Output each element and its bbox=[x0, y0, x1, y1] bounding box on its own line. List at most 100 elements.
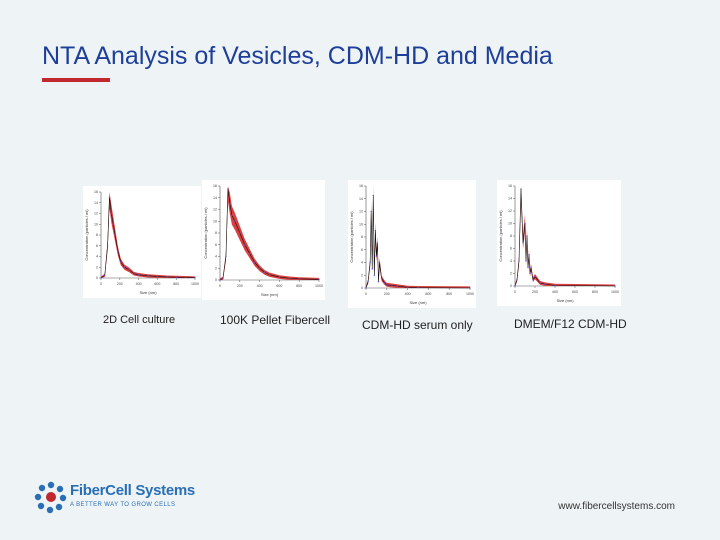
x-tick-label: 200 bbox=[532, 290, 538, 294]
x-tick-label: 800 bbox=[592, 290, 598, 294]
x-tick-label: 400 bbox=[136, 282, 142, 286]
company-logo: FiberCell Systems A BETTER WAY TO GROW C… bbox=[34, 480, 224, 520]
data-point bbox=[194, 277, 196, 279]
y-tick-label: 2 bbox=[510, 272, 512, 276]
data-point bbox=[518, 260, 520, 262]
y-tick-label: 0 bbox=[215, 278, 217, 282]
data-point bbox=[376, 242, 379, 245]
data-point bbox=[184, 276, 187, 279]
data-point bbox=[374, 229, 377, 232]
data-point bbox=[128, 269, 130, 271]
y-tick-label: 10 bbox=[359, 222, 363, 226]
data-point bbox=[373, 274, 376, 276]
x-tick-label: 800 bbox=[173, 282, 179, 286]
data-point bbox=[278, 276, 281, 278]
y-tick-label: 14 bbox=[508, 197, 512, 201]
x-tick-label: 400 bbox=[405, 292, 411, 296]
x-axis-label: Size (nm) bbox=[556, 298, 574, 303]
footer-url: www.fibercellsystems.com bbox=[558, 501, 675, 512]
series-line bbox=[365, 195, 471, 289]
data-point bbox=[469, 287, 471, 289]
y-tick-label: 14 bbox=[359, 197, 363, 201]
y-tick-label: 14 bbox=[213, 196, 217, 200]
data-point bbox=[298, 278, 300, 280]
x-axis-label: Size (nm) bbox=[139, 290, 157, 295]
y-axis-label: Concentration (particles / ml) bbox=[349, 211, 354, 263]
x-tick-label: 200 bbox=[384, 292, 390, 296]
data-point bbox=[225, 255, 227, 258]
x-axis-label: Size (nm) bbox=[261, 292, 279, 297]
y-tick-label: 12 bbox=[508, 209, 512, 213]
data-point bbox=[544, 283, 546, 285]
data-point bbox=[268, 274, 271, 276]
x-tick-label: 400 bbox=[257, 284, 263, 288]
y-tick-label: 6 bbox=[215, 243, 217, 247]
y-tick-label: 2 bbox=[361, 273, 363, 277]
data-point bbox=[263, 271, 266, 274]
y-tick-label: 4 bbox=[361, 261, 363, 265]
y-tick-label: 12 bbox=[213, 208, 217, 212]
title-underline bbox=[42, 78, 110, 82]
data-point bbox=[417, 286, 419, 289]
y-axis-label: Concentration (particles / ml) bbox=[498, 210, 503, 262]
chart-2: 0 200 400 600 800 1000 0 2 4 6 8 10 12 14 16 Size (nm) C… bbox=[203, 184, 323, 297]
y-tick-label: 2 bbox=[215, 266, 217, 270]
series-line bbox=[514, 189, 616, 287]
y-tick-label: 8 bbox=[215, 231, 217, 235]
data-point bbox=[514, 285, 516, 287]
data-point bbox=[526, 235, 528, 237]
y-tick-label: 12 bbox=[94, 212, 98, 216]
data-point bbox=[370, 210, 372, 213]
data-point bbox=[554, 284, 556, 287]
logo-name: FiberCell Systems bbox=[70, 482, 195, 499]
data-point bbox=[529, 272, 531, 275]
data-point bbox=[369, 261, 371, 264]
y-axis-label: Concentration (particles / ml) bbox=[84, 209, 89, 261]
y-tick-label: 16 bbox=[508, 184, 512, 188]
x-axis-label: Size (nm) bbox=[409, 300, 427, 305]
chart-4: 0 200 400 600 800 1000 0 2 4 6 8 10 12 14 16 Size (nm) C… bbox=[498, 184, 619, 303]
x-tick-label: 200 bbox=[237, 284, 243, 288]
x-tick-label: 1000 bbox=[466, 292, 474, 296]
data-point bbox=[377, 280, 380, 283]
data-point bbox=[391, 284, 393, 287]
series-error-band bbox=[101, 192, 195, 278]
data-point bbox=[539, 282, 541, 284]
data-point bbox=[219, 279, 221, 281]
data-point bbox=[166, 276, 168, 278]
data-point bbox=[117, 250, 119, 252]
series-error-band bbox=[220, 186, 319, 280]
data-point bbox=[528, 254, 530, 256]
data-point bbox=[525, 260, 527, 262]
series-line bbox=[219, 188, 320, 281]
chart-caption-4: DMEM/F12 CDM-HD bbox=[514, 317, 627, 331]
data-point bbox=[520, 188, 522, 190]
logo-tagline: A BETTER WAY TO GROW CELLS bbox=[70, 502, 176, 508]
data-point bbox=[614, 285, 616, 287]
data-point bbox=[524, 222, 526, 225]
data-point bbox=[367, 280, 369, 283]
data-point bbox=[527, 266, 529, 268]
x-tick-label: 200 bbox=[117, 282, 123, 286]
data-point bbox=[249, 252, 251, 255]
chart-caption-2: 100K Pellet Fibercell bbox=[220, 313, 331, 327]
data-point bbox=[120, 261, 122, 263]
y-tick-label: 0 bbox=[361, 286, 363, 290]
data-point bbox=[365, 287, 367, 289]
data-point bbox=[244, 244, 246, 246]
x-tick-label: 1000 bbox=[315, 284, 323, 288]
x-tick-label: 800 bbox=[446, 292, 452, 296]
data-point bbox=[516, 279, 518, 281]
data-point bbox=[147, 275, 149, 277]
x-tick-label: 0 bbox=[100, 282, 102, 286]
data-point bbox=[110, 212, 113, 215]
data-point bbox=[229, 202, 231, 205]
chart-1: 0 200 400 600 800 1000 0 2 4 6 8 10 12 14 16 Size (nm) C… bbox=[84, 190, 199, 295]
slide-title: NTA Analysis of Vesicles, CDM-HD and Med… bbox=[42, 42, 553, 70]
data-point bbox=[100, 277, 102, 279]
x-tick-label: 1000 bbox=[611, 290, 619, 294]
data-point bbox=[378, 261, 381, 264]
data-point bbox=[114, 234, 116, 236]
y-tick-label: 16 bbox=[213, 184, 217, 188]
chart-caption-1: 2D Cell culture bbox=[103, 314, 176, 326]
